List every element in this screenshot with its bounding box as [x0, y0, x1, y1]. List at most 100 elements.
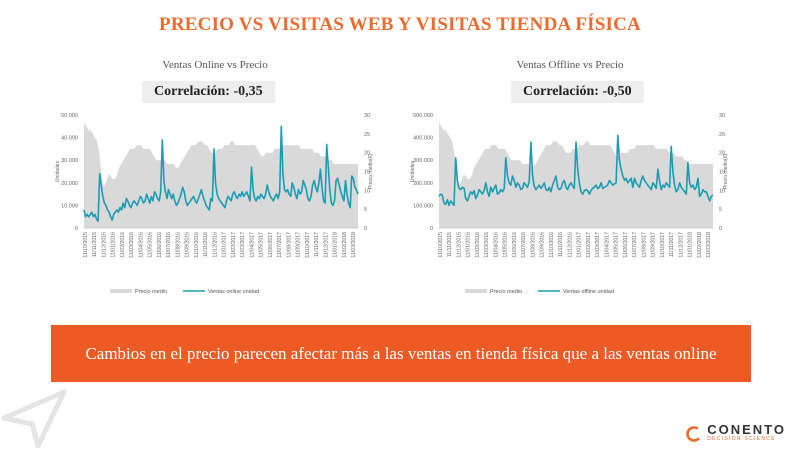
y2-axis-label: Precio medio(€): [723, 154, 729, 190]
x-tick-label: 11/07/2016: [166, 232, 172, 258]
chart-plot: 0 10.000 20.000 30.000 40.000 50.000 0 5 10 15 20 2…: [55, 113, 374, 295]
x-tick-label: 11/01/2018: [688, 232, 694, 258]
x-tick-label: 11/03/2016: [484, 232, 490, 258]
x-tick-label: 11/02/2017: [231, 232, 237, 258]
offline-chart: Ventas Offline vs Precio Correlación: -0…: [405, 55, 735, 310]
conclusion-text: Cambios en el precio parecen afectar más…: [85, 344, 717, 363]
x-tick-label: 11/02/2018: [342, 232, 348, 258]
sales-line-series: [438, 134, 714, 207]
y-tick-label: 300.000: [413, 158, 433, 164]
x-tick-label: 11/09/2017: [651, 232, 657, 258]
x-tick-label: 11/12/2015: [456, 232, 462, 258]
x-tick-label: 11/10/2015: [438, 232, 444, 258]
price-area-series: [84, 122, 358, 228]
legend-swatch-price: [110, 289, 132, 293]
conento-logo-icon: [686, 425, 703, 442]
legend-swatch-price: [465, 289, 487, 293]
x-tick-label: 11/11/2016: [558, 232, 564, 257]
chart-title: Ventas Offline vs Precio: [516, 59, 624, 71]
y2-tick-label: 30: [364, 113, 370, 119]
y2-tick-label: 15: [364, 170, 370, 176]
x-tick-label: 11/09/2016: [540, 232, 546, 258]
x-tick-label: 11/05/2016: [148, 232, 154, 258]
y2-tick-label: 25: [364, 132, 370, 138]
x-tick-label: 11/06/2016: [512, 232, 518, 258]
x-tick-label: 11/05/2017: [614, 232, 620, 258]
x-tick-label: 11/03/2016: [129, 232, 135, 258]
x-tick-label: 11/02/2016: [475, 232, 481, 258]
y2-tick-label: 10: [719, 188, 725, 194]
x-tick-label: 11/11/2016: [203, 232, 209, 257]
x-tick-label: 11/04/2017: [249, 232, 255, 258]
y2-axis-label: Precio medio(€): [368, 154, 374, 190]
legend-label-price: Precio medio: [135, 289, 167, 295]
y-axis-label: Unidades: [55, 160, 61, 182]
chart-plot: 0 100.000 200.000 300.000 400.000 500.000 0 5 10…: [410, 113, 729, 295]
x-tick-label: 11/12/2015: [101, 232, 107, 258]
brand-name: CONENTO: [707, 422, 786, 437]
y2-tick-label: 10: [364, 188, 370, 194]
y2-tick-label: 20: [719, 151, 725, 157]
x-tick-label: 11/08/2016: [175, 232, 181, 258]
x-tick-label: 11/08/2017: [641, 232, 647, 258]
correlation-badge: Correlación: -0,50: [511, 81, 644, 103]
x-tick-label: 11/07/2017: [632, 232, 638, 258]
x-tick-label: 11/11/2017: [314, 232, 320, 257]
x-tick-label: 11/03/2018: [706, 232, 712, 258]
online-chart: Ventas Online vs Precio Correlación: -0,…: [50, 55, 380, 310]
y2-tick-label: 15: [719, 170, 725, 176]
x-tick-label: 11/01/2016: [111, 232, 117, 258]
chart-title: Ventas Online vs Precio: [162, 59, 268, 71]
x-tick-label: 11/10/2016: [549, 232, 555, 258]
y2-tick-label: 20: [364, 151, 370, 157]
x-tick-label: 11/02/2017: [586, 232, 592, 258]
y-axis-label: Unidades: [410, 160, 416, 182]
y2-tick-label: 0: [719, 226, 722, 232]
brand-logo: CONENTO DECISION SCIENCE: [685, 422, 786, 443]
y-tick-label: 10.000: [61, 203, 78, 209]
x-tick-label: 11/07/2016: [521, 232, 527, 258]
arrow-logo-icon: [1, 389, 67, 449]
price-area-series: [439, 122, 713, 228]
sales-line-series: [83, 125, 359, 222]
x-tick-label: 11/10/2015: [83, 232, 89, 258]
x-tick-label: 11/05/2017: [259, 232, 265, 258]
y-tick-label: 20.000: [61, 181, 78, 187]
y2-tick-label: 30: [719, 113, 725, 119]
x-tick-label: 11/10/2017: [660, 232, 666, 258]
x-tick-label: 11/01/2017: [222, 232, 228, 258]
legend-label-price: Precio medio: [490, 289, 522, 295]
legend-label-sales: Ventas offline unidad: [563, 289, 614, 295]
x-tick-label: 11/01/2018: [333, 232, 339, 258]
y2-tick-label: 0: [364, 226, 367, 232]
y2-tick-label: 25: [719, 132, 725, 138]
x-tick-label: 11/07/2017: [277, 232, 283, 258]
legend-label-sales: Ventas online unidad: [208, 289, 259, 295]
x-tick-label: 11/06/2017: [268, 232, 274, 258]
x-tick-label: 11/05/2016: [503, 232, 509, 258]
y-tick-label: 50.000: [61, 113, 78, 119]
x-tick-label: 11/06/2016: [157, 232, 163, 258]
correlation-badge: Correlación: -0,35: [142, 81, 275, 103]
y-tick-label: 30.000: [61, 158, 78, 164]
x-tick-label: 11/10/2017: [305, 232, 311, 258]
y-tick-label: 0: [430, 226, 433, 232]
y-tick-label: 40.000: [61, 136, 78, 142]
x-tick-label: 11/11/2017: [669, 232, 675, 257]
x-tick-label: 11/01/2016: [466, 232, 472, 258]
x-tick-label: 11/04/2017: [604, 232, 610, 258]
x-tick-label: 11/09/2016: [185, 232, 191, 258]
x-tick-label: 11/06/2017: [623, 232, 629, 258]
x-tick-label: 11/02/2016: [120, 232, 126, 258]
x-tick-label: 11/12/2017: [323, 232, 329, 258]
y-tick-label: 200.000: [413, 181, 433, 187]
x-tick-label: 11/01/2017: [577, 232, 583, 258]
x-tick-label: 11/04/2016: [138, 232, 144, 258]
x-tick-label: 11/03/2017: [240, 232, 246, 258]
x-tick-label: 11/08/2017: [286, 232, 292, 258]
x-tick-label: 11/09/2017: [296, 232, 302, 258]
x-tick-label: 11/12/2017: [678, 232, 684, 258]
x-tick-label: 11/12/2016: [567, 232, 573, 258]
y-tick-label: 400.000: [413, 136, 433, 142]
x-tick-label: 11/12/2016: [212, 232, 218, 258]
